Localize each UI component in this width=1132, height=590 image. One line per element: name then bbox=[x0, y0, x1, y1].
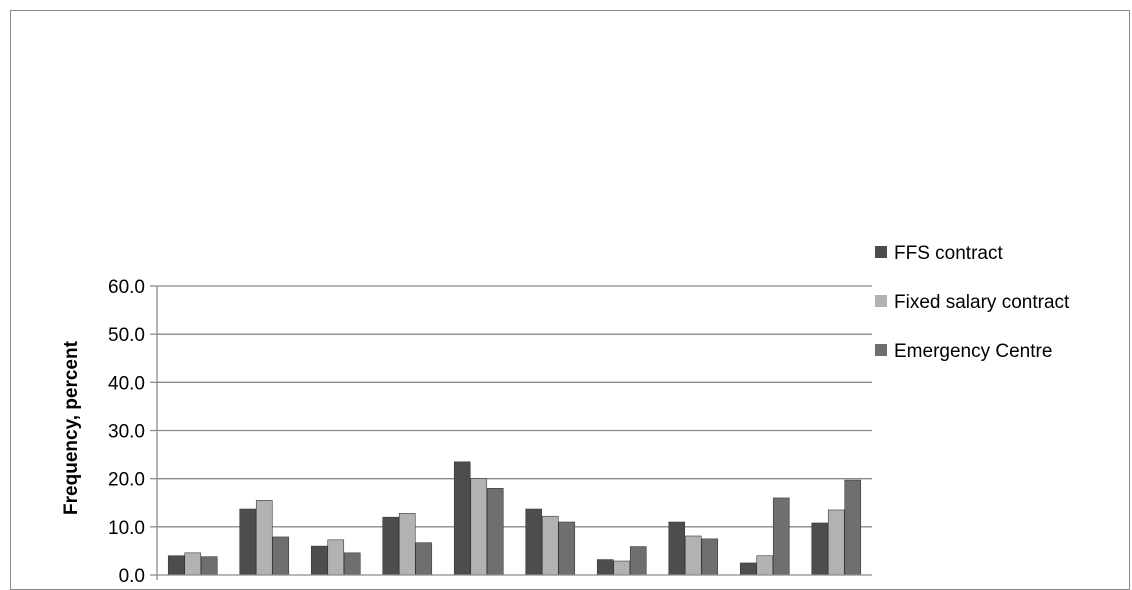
bar-emergency-centre bbox=[415, 542, 433, 576]
bar-ffs-contract bbox=[167, 555, 185, 576]
bar-fixed-salary-contract bbox=[255, 500, 273, 576]
legend-label: FFS contract bbox=[894, 243, 1003, 264]
bar-emergency-centre bbox=[486, 487, 504, 576]
y-tick-label: 30.0 bbox=[108, 422, 145, 443]
bar-emergency-centre bbox=[343, 552, 361, 576]
bar-emergency-centre bbox=[272, 536, 290, 576]
y-tick-label: 10.0 bbox=[108, 518, 145, 539]
bar-fixed-salary-contract bbox=[756, 555, 774, 576]
bar-fixed-salary-contract bbox=[613, 560, 631, 576]
y-tick-label: 50.0 bbox=[108, 325, 145, 346]
bar-fixed-salary-contract bbox=[827, 509, 845, 576]
bar-fixed-salary-contract bbox=[470, 478, 488, 576]
y-axis-label: Frequency, percent bbox=[61, 340, 82, 515]
y-tick-label: 20.0 bbox=[108, 470, 145, 491]
bar-ffs-contract bbox=[310, 545, 328, 576]
bar-fixed-salary-contract bbox=[541, 515, 559, 576]
legend-swatch bbox=[875, 246, 887, 258]
legend-swatch bbox=[875, 295, 887, 307]
axes bbox=[156, 286, 872, 580]
legend-label: Emergency Centre bbox=[894, 341, 1052, 362]
y-axis-ticks: 0.0 10.0 20.0 30.0 40.0 50.0 60.0 bbox=[108, 277, 157, 584]
bar-ffs-contract bbox=[668, 521, 686, 576]
bar-emergency-centre bbox=[844, 479, 862, 576]
gridlines bbox=[157, 285, 872, 528]
y-tick-label: 40.0 bbox=[108, 373, 145, 394]
legend: FFS contract Fixed salary contract Emergen… bbox=[875, 243, 1070, 362]
y-tick-label: 0.0 bbox=[119, 566, 145, 584]
bar-ffs-contract bbox=[525, 508, 543, 576]
bar-ffs-contract bbox=[811, 522, 829, 576]
bar-emergency-centre bbox=[629, 546, 647, 576]
bar-fixed-salary-contract bbox=[684, 535, 702, 576]
y-tick-label: 60.0 bbox=[108, 277, 145, 298]
bar-emergency-centre bbox=[558, 521, 576, 576]
legend-swatch bbox=[875, 344, 887, 356]
bar-ffs-contract bbox=[739, 562, 757, 576]
bar-emergency-centre bbox=[772, 497, 790, 576]
bar-fixed-salary-contract bbox=[398, 513, 416, 576]
bar-emergency-centre bbox=[200, 556, 218, 576]
bar-fixed-salary-contract bbox=[327, 539, 345, 576]
bar-ffs-contract bbox=[596, 559, 614, 576]
bar-emergency-centre bbox=[701, 538, 719, 576]
bars bbox=[167, 461, 862, 576]
chart-frame bbox=[10, 10, 1130, 590]
bar-ffs-contract bbox=[239, 508, 257, 576]
bar-ffs-contract bbox=[453, 461, 471, 576]
bar-fixed-salary-contract bbox=[184, 552, 202, 576]
bar-ffs-contract bbox=[382, 516, 400, 576]
legend-label: Fixed salary contract bbox=[894, 292, 1070, 313]
